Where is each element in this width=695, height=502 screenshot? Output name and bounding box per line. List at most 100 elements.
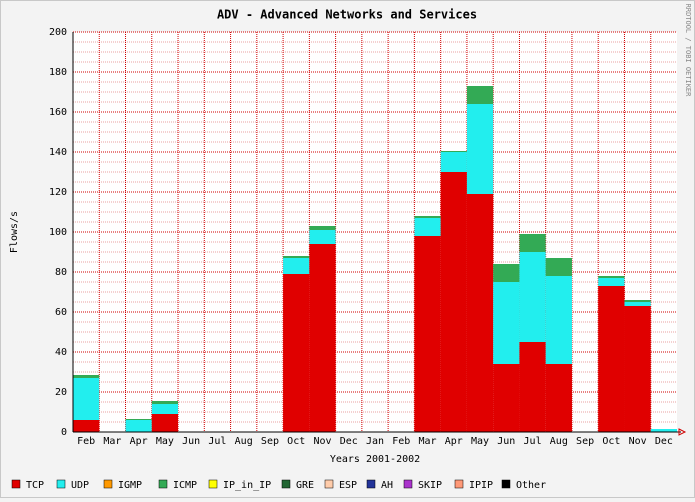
y-tick-label: 40 bbox=[55, 347, 67, 358]
bar-segment bbox=[309, 244, 336, 432]
legend-label: SKIP bbox=[418, 480, 442, 491]
x-tick-label: Oct bbox=[287, 436, 305, 447]
y-tick-label: 100 bbox=[49, 227, 67, 238]
bar-segment bbox=[125, 420, 152, 432]
legend-label: GRE bbox=[296, 480, 314, 491]
y-tick-label: 20 bbox=[55, 387, 67, 398]
bar-segment bbox=[466, 86, 494, 104]
bar-segment bbox=[125, 419, 152, 420]
legend-swatch bbox=[11, 479, 21, 489]
legend-label: UDP bbox=[71, 480, 89, 491]
y-tick-label: 120 bbox=[49, 187, 67, 198]
legend-swatch bbox=[281, 479, 291, 489]
bar-segment bbox=[624, 300, 651, 302]
bar-segment bbox=[466, 194, 494, 432]
y-tick-label: 160 bbox=[49, 107, 67, 118]
x-tick-label: Nov bbox=[629, 436, 647, 447]
x-tick-label: Nov bbox=[313, 436, 331, 447]
x-tick-label: Sep bbox=[261, 436, 279, 447]
bar-segment bbox=[519, 252, 546, 342]
bar-segment bbox=[519, 234, 546, 252]
x-tick-label: Oct bbox=[602, 436, 620, 447]
x-tick-label: May bbox=[471, 436, 489, 447]
bar-segment bbox=[414, 218, 441, 236]
legend-label: IGMP bbox=[118, 480, 142, 491]
x-tick-label: Mar bbox=[418, 436, 436, 447]
x-tick-label: Jun bbox=[182, 436, 200, 447]
x-tick-label: Jan bbox=[366, 436, 384, 447]
legend-label: IP_in_IP bbox=[223, 480, 271, 491]
legend-label: IPIP bbox=[469, 480, 493, 491]
bar-segment bbox=[598, 278, 625, 286]
bar-segment bbox=[493, 264, 520, 282]
y-tick-label: 180 bbox=[49, 67, 67, 78]
x-tick-label: Apr bbox=[130, 436, 148, 447]
bar-segment bbox=[151, 414, 179, 432]
bar-segment bbox=[283, 274, 310, 432]
bar-segment bbox=[493, 282, 520, 364]
legend-swatch bbox=[501, 479, 511, 489]
y-tick-label: 80 bbox=[55, 267, 67, 278]
bar-segment bbox=[440, 151, 467, 152]
legend-label: AH bbox=[381, 480, 393, 491]
bar-segment bbox=[309, 226, 336, 230]
bar-segment bbox=[309, 230, 336, 244]
x-tick-label: Jul bbox=[524, 436, 542, 447]
bar-segment bbox=[414, 236, 441, 432]
bar-segment bbox=[598, 286, 625, 432]
x-tick-label: Jun bbox=[497, 436, 515, 447]
legend-swatch bbox=[403, 479, 413, 489]
y-tick-label: 0 bbox=[61, 427, 67, 438]
x-axis-arrow bbox=[678, 428, 687, 436]
bar-segment bbox=[414, 216, 441, 218]
bar-segment bbox=[440, 152, 467, 172]
legend-swatch bbox=[103, 479, 113, 489]
x-tick-label: Dec bbox=[655, 436, 673, 447]
x-tick-label: Aug bbox=[235, 436, 253, 447]
legend-label: ICMP bbox=[173, 480, 197, 491]
legend-swatch bbox=[56, 479, 66, 489]
bar-segment bbox=[151, 404, 179, 414]
legend-label: ESP bbox=[339, 480, 357, 491]
watermark: RRDTOOL / TOBI OETIKER bbox=[684, 4, 692, 98]
bar-segment bbox=[73, 375, 100, 378]
bar-segment bbox=[624, 302, 651, 306]
bar-segment bbox=[151, 401, 179, 404]
x-tick-label: Dec bbox=[340, 436, 358, 447]
x-tick-label: Aug bbox=[550, 436, 568, 447]
bar-segment bbox=[650, 429, 677, 432]
bar-segment bbox=[545, 364, 572, 432]
x-tick-label: Feb bbox=[392, 436, 410, 447]
bar-segment bbox=[73, 378, 100, 420]
legend-swatch bbox=[208, 479, 218, 489]
legend-swatch bbox=[158, 479, 168, 489]
legend-label: TCP bbox=[26, 480, 44, 491]
x-tick-label: Mar bbox=[103, 436, 121, 447]
bar-segment bbox=[493, 364, 520, 432]
bar-segment bbox=[283, 256, 310, 258]
legend-swatch bbox=[454, 479, 464, 489]
bar-segment bbox=[545, 258, 572, 276]
bar-segment bbox=[545, 276, 572, 364]
y-tick-label: 60 bbox=[55, 307, 67, 318]
x-tick-label: Apr bbox=[445, 436, 463, 447]
y-axis-title: Flows/s bbox=[9, 211, 20, 253]
bar-segment bbox=[283, 258, 310, 274]
x-tick-label: Sep bbox=[576, 436, 594, 447]
legend-swatch bbox=[366, 479, 376, 489]
y-tick-label: 200 bbox=[49, 27, 67, 38]
chart-title: ADV - Advanced Networks and Services bbox=[217, 8, 477, 22]
x-tick-label: Feb bbox=[77, 436, 95, 447]
bar-segment bbox=[624, 306, 651, 432]
x-tick-label: May bbox=[156, 436, 174, 447]
bar-segment bbox=[466, 104, 494, 194]
y-tick-label: 140 bbox=[49, 147, 67, 158]
legend-label: Other bbox=[516, 480, 546, 491]
legend-swatch bbox=[324, 479, 334, 489]
bar-segment bbox=[73, 420, 100, 432]
x-axis-title: Years 2001-2002 bbox=[330, 454, 420, 465]
bar-segment bbox=[519, 342, 546, 432]
bar-segment bbox=[440, 172, 467, 432]
x-tick-label: Jul bbox=[208, 436, 226, 447]
